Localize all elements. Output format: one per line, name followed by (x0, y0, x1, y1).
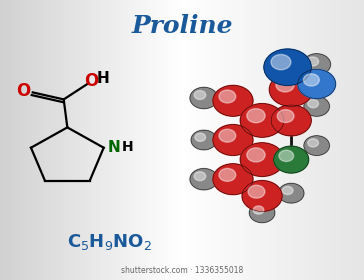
Circle shape (303, 54, 331, 75)
Text: C$_5$H$_9$NO$_2$: C$_5$H$_9$NO$_2$ (67, 232, 152, 252)
Circle shape (242, 181, 282, 211)
Text: O: O (84, 72, 98, 90)
Text: O: O (16, 82, 31, 100)
Text: H: H (122, 140, 134, 154)
Circle shape (304, 97, 329, 116)
Circle shape (253, 206, 264, 214)
Circle shape (190, 169, 218, 190)
Circle shape (304, 74, 319, 86)
Circle shape (307, 57, 318, 66)
Circle shape (277, 110, 294, 123)
Circle shape (249, 203, 275, 223)
Circle shape (219, 90, 236, 103)
Circle shape (282, 186, 293, 195)
Circle shape (278, 183, 304, 203)
Circle shape (271, 54, 291, 70)
Circle shape (308, 139, 318, 147)
Circle shape (298, 69, 336, 99)
Circle shape (269, 73, 313, 106)
Circle shape (195, 133, 206, 141)
Circle shape (248, 185, 265, 198)
Circle shape (304, 136, 329, 155)
Circle shape (247, 148, 265, 162)
Circle shape (274, 146, 309, 173)
Circle shape (240, 104, 284, 137)
Circle shape (271, 105, 311, 136)
Circle shape (190, 87, 218, 109)
Text: Proline: Proline (131, 14, 233, 38)
Circle shape (191, 130, 217, 150)
Circle shape (308, 99, 318, 108)
Circle shape (247, 109, 265, 123)
Circle shape (213, 125, 253, 155)
Circle shape (276, 78, 294, 92)
Circle shape (279, 150, 294, 162)
Circle shape (213, 164, 253, 195)
Circle shape (213, 85, 253, 116)
Circle shape (219, 168, 236, 181)
Text: N: N (108, 140, 121, 155)
Circle shape (219, 129, 236, 142)
Circle shape (240, 143, 284, 176)
Circle shape (264, 49, 311, 85)
Circle shape (194, 172, 206, 181)
Text: H: H (96, 71, 109, 87)
Text: shutterstock.com · 1336355018: shutterstock.com · 1336355018 (121, 266, 243, 275)
Circle shape (194, 90, 206, 99)
